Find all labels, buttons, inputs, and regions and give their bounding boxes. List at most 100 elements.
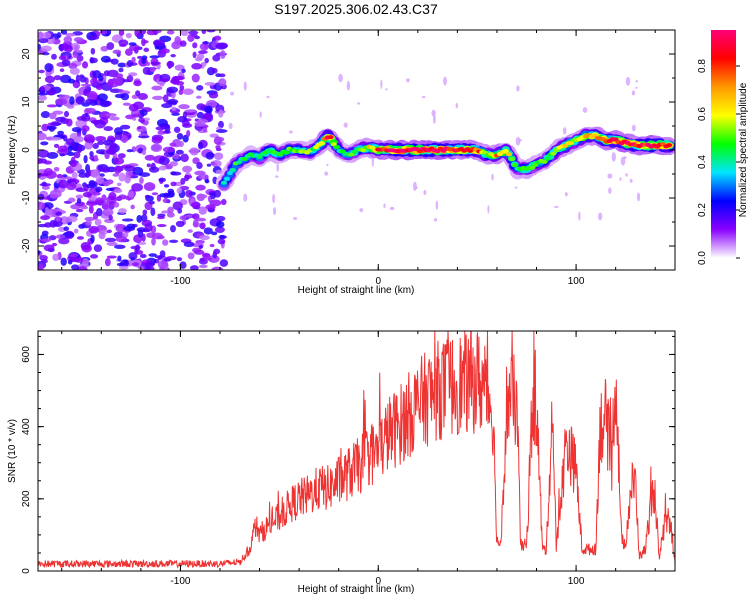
noise-blob (116, 76, 124, 86)
noise-speck (636, 192, 641, 202)
noise-blob (98, 75, 104, 82)
noise-speck (423, 189, 427, 196)
noise-blob (141, 58, 146, 64)
ridge-segment (511, 163, 518, 168)
spectrogram-y-ticks: -20 -10 0 10 20 (21, 29, 675, 271)
noise-blob (67, 259, 73, 265)
noise-blob (44, 207, 49, 213)
ridge-segment (508, 157, 515, 162)
noise-blob (202, 253, 211, 259)
noise-blob (38, 157, 43, 165)
noise-blob (217, 137, 225, 142)
spectrogram-x-tick-label: -100 (170, 276, 190, 287)
noise-blob (215, 169, 223, 175)
noise-blob (145, 61, 151, 67)
noise-blob (77, 145, 83, 154)
noise-speck (607, 173, 613, 179)
noise-blob (109, 88, 122, 94)
noise-blob (49, 189, 62, 198)
noise-blob (145, 261, 155, 268)
spectrogram-x-tick-label: 100 (568, 276, 585, 287)
noise-blob (149, 200, 155, 205)
noise-speck (273, 207, 277, 216)
noise-blob (82, 191, 93, 198)
noise-blob (75, 208, 84, 213)
noise-blob (95, 84, 103, 91)
noise-blob (212, 54, 221, 62)
noise-blob (166, 86, 179, 94)
noise-blob (135, 250, 144, 255)
noise-blob (88, 179, 96, 188)
noise-blob (81, 244, 92, 253)
noise-blob (197, 118, 209, 124)
noise-blob (71, 171, 78, 179)
noise-blob (118, 39, 129, 47)
noise-blob (40, 86, 45, 91)
noise-speck (371, 156, 374, 167)
noise-blob (170, 225, 176, 233)
noise-blob (46, 151, 59, 159)
snr-x-label: Height of straight line (km) (298, 584, 415, 595)
noise-blob (48, 112, 57, 120)
noise-blob (72, 50, 78, 59)
noise-speck (516, 85, 520, 92)
noise-speck (635, 86, 638, 89)
noise-blob (192, 219, 199, 228)
colorbar-tick-label: 0.0 (697, 251, 708, 265)
noise-blob (53, 143, 60, 148)
noise-blob (43, 244, 55, 252)
noise-blob (167, 98, 179, 105)
noise-blob (98, 231, 106, 240)
noise-blob (158, 78, 170, 82)
noise-blob (196, 111, 204, 119)
noise-blob (126, 223, 136, 229)
noise-blob (55, 116, 66, 122)
noise-blob (220, 50, 226, 59)
noise-blob (66, 104, 75, 109)
noise-blob (175, 81, 185, 86)
noise-blob (102, 74, 107, 83)
noise-speck (421, 95, 426, 99)
noise-blob (99, 100, 111, 108)
noise-blob (158, 177, 166, 183)
noise-blob (137, 126, 142, 130)
ridge-segment (333, 145, 340, 150)
snr-x-tick-label: 0 (375, 576, 381, 587)
noise-blob (171, 106, 177, 111)
noise-blob (216, 215, 226, 222)
noise-speck (412, 181, 417, 192)
noise-blob (76, 132, 82, 137)
noise-blob (169, 142, 177, 147)
noise-blob (182, 165, 193, 173)
noise-blob (115, 223, 127, 233)
noise-blob (61, 59, 71, 67)
snr-x-tick-label: -100 (170, 576, 190, 587)
noise-blob (117, 62, 127, 68)
noise-blob (202, 112, 214, 120)
noise-blob (68, 63, 78, 69)
snr-y-tick-label: 600 (21, 346, 32, 363)
noise-blob (178, 89, 184, 96)
noise-blob (204, 57, 209, 64)
noise-blob (175, 149, 184, 155)
noise-blob (42, 52, 50, 56)
noise-blob (63, 226, 70, 231)
noise-blob (78, 172, 88, 178)
noise-blob (159, 250, 166, 258)
ridge-segment (666, 143, 673, 148)
noise-blob (76, 236, 84, 240)
noise-blob (113, 188, 123, 193)
snr-y-tick-label: 0 (21, 568, 32, 574)
noise-blob (38, 95, 48, 101)
noise-blob (144, 194, 151, 199)
noise-blob (114, 127, 123, 135)
noise-blob (139, 253, 147, 259)
noise-blob (165, 256, 177, 261)
noise-blob (55, 216, 61, 222)
noise-blob (215, 42, 228, 50)
noise-blob (192, 51, 197, 59)
noise-blob (218, 234, 226, 240)
noise-speck (276, 163, 280, 172)
noise-blob (70, 156, 76, 164)
